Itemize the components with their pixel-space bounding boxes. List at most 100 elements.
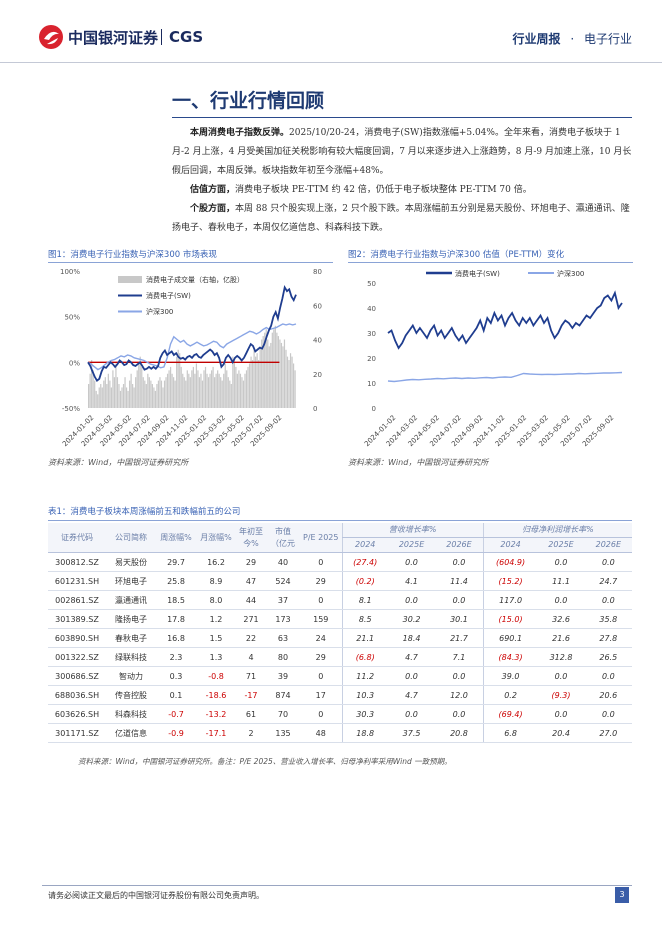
table-cell: 0 (300, 552, 342, 572)
col-header-rev-2024: 2024 (341, 537, 388, 553)
table-cell: 0.0 (537, 704, 585, 724)
table-cell: 0.0 (584, 552, 632, 572)
table-cell: 26.5 (584, 647, 632, 667)
volume-bar (118, 384, 120, 408)
table-cell: 16.2 (196, 552, 236, 572)
volume-bar (204, 366, 207, 408)
legend-label: 消费电子成交量（右轴，亿股） (146, 275, 244, 284)
table-cell: 37.5 (387, 723, 436, 743)
volume-bar (171, 373, 173, 408)
volume-bar (141, 366, 143, 408)
volume-bar (182, 373, 184, 408)
table-cell: 61 (236, 704, 266, 724)
volume-bar (239, 373, 242, 408)
table-cell: 39 (266, 666, 300, 686)
table-1-source: 资料来源：Wind，中国银河证券研究所。备注：P/E 2025、营业收入增长率、… (78, 757, 452, 766)
volume-bar (142, 377, 144, 408)
table-cell: (604.9) (482, 552, 538, 572)
table-cell: 300686.SZ (48, 666, 106, 686)
volume-bar (100, 384, 102, 408)
legend-label: 沪深300 (557, 269, 584, 278)
col-header-month: 月涨幅% (196, 523, 236, 553)
figure-1-caption: 图1：消费电子行业指数与沪深300 市场表现 (48, 247, 333, 263)
volume-bar (89, 373, 91, 408)
volume-bar (133, 387, 135, 408)
table-cell: 117.0 (482, 590, 538, 610)
volume-bar (177, 349, 179, 408)
y-tick-label: 20 (367, 355, 376, 363)
legend-label: 沪深300 (146, 307, 173, 316)
volume-bar (154, 390, 157, 408)
figure-1-chart: 100%50%0%-50%8060402002024-01-022024-03-… (60, 268, 322, 448)
volume-bar (109, 380, 111, 408)
series-line-hs300 (87, 323, 297, 371)
volume-bar (215, 373, 217, 408)
table-cell: 37 (266, 590, 300, 610)
volume-bar (157, 380, 160, 408)
table-cell: 30.3 (341, 704, 388, 724)
col-header-np-2026e: 2026E (584, 537, 632, 553)
volume-bar (179, 353, 181, 408)
industry-name: 电子行业 (583, 32, 632, 46)
y-right-tick-label: 80 (313, 268, 322, 276)
volume-bar (95, 390, 97, 408)
volume-bar (264, 332, 266, 408)
figure-2-source: 资料来源：Wind，中国银河证券研究所 (348, 458, 489, 467)
table-cell: 0.0 (387, 666, 436, 686)
volume-bar (267, 339, 269, 408)
paragraph-text: 本周 88 只个股实现上涨，2 只个股下跌。本周涨幅前五分别是易天股份、环旭电子… (172, 204, 630, 233)
table-cell: 63 (266, 628, 300, 648)
table-cell: -0.9 (156, 723, 196, 743)
table-cell: 6.8 (482, 723, 538, 743)
table-cell: 39.0 (482, 666, 538, 686)
table-cell: (69.4) (482, 704, 538, 724)
table-cell: 301389.SZ (48, 609, 106, 629)
table-cell: 135 (266, 723, 300, 743)
volume-bar (119, 390, 122, 408)
volume-bar (130, 373, 132, 408)
volume-bar (245, 370, 248, 408)
volume-bar (165, 377, 167, 408)
table-cell: 0.0 (584, 666, 632, 686)
table-cell: 4 (236, 647, 266, 667)
table-cell: 0.3 (156, 666, 196, 686)
table-row: 301389.SZ 隆扬电子 17.8 1.2 271 173 159 8.5 30.2 30.1… (48, 609, 632, 629)
volume-bar (276, 332, 278, 408)
table-cell: 20.4 (537, 723, 585, 743)
table-cell: 0.0 (435, 590, 484, 610)
table-cell: -17 (236, 685, 266, 705)
section-title: 一、行业行情回顾 (172, 90, 325, 112)
volume-bar (113, 377, 116, 408)
volume-bar (250, 356, 252, 408)
table-cell: 隆扬电子 (106, 609, 156, 629)
volume-bar (125, 387, 128, 408)
volume-bar (282, 346, 284, 408)
brand-name: 中国银河证券 (68, 28, 159, 47)
volume-bar (94, 380, 96, 408)
volume-bar (159, 377, 161, 408)
paragraph-stocks: 个股方面，本周 88 只个股实现上涨，2 只个股下跌。本周涨幅前五分别是易天股份… (172, 200, 632, 238)
volume-bar (144, 380, 146, 408)
volume-bar (241, 377, 243, 408)
volume-bar (150, 380, 152, 408)
table-cell: 0.0 (584, 704, 632, 724)
table-row: 002861.SZ 瀛通通讯 18.5 8.0 44 37 0 8.1 0.0 0.0 117.0 0… (48, 590, 632, 610)
table-cell: 48 (300, 723, 342, 743)
legend-label: 消费电子(SW) (455, 269, 500, 278)
volume-bar (285, 349, 287, 408)
table-cell: 2 (236, 723, 266, 743)
table-cell: (27.4) (341, 552, 388, 572)
y-tick-label: 10 (367, 380, 376, 388)
table-cell: 601231.SH (48, 571, 106, 591)
table-cell: 21.6 (537, 628, 585, 648)
volume-bar (160, 380, 163, 408)
volume-bar (224, 363, 226, 408)
section-underline (172, 117, 632, 118)
col-header-code: 证券代码 (48, 523, 106, 553)
volume-bar (251, 360, 254, 408)
volume-bar (294, 370, 296, 408)
table-row: 301171.SZ 亿道信息 -0.9 -17.1 2 135 48 18.8 37.5 20.8… (48, 723, 632, 743)
volume-bar (104, 377, 106, 408)
table-row: 603890.SH 春秋电子 16.8 1.5 22 63 24 21.1 18.4 21.7 69… (48, 628, 632, 648)
volume-bar (192, 366, 194, 408)
